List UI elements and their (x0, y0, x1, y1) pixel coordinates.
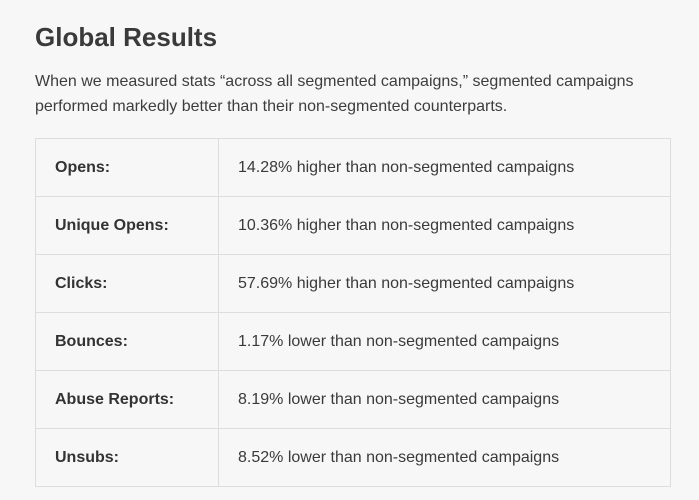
metric-result: 8.52% lower than non-segmented campaigns (218, 428, 671, 487)
metric-result: 1.17% lower than non-segmented campaigns (218, 312, 671, 371)
metric-result: 8.19% lower than non-segmented campaigns (218, 370, 671, 429)
section-title: Global Results (35, 22, 218, 52)
table-row: Unique Opens: 10.36% higher than non-seg… (35, 196, 671, 255)
metric-label: Clicks: (35, 254, 219, 313)
table-row: Clicks: 57.69% higher than non-segmented… (35, 254, 671, 313)
metric-result: 57.69% higher than non-segmented campaig… (218, 254, 671, 313)
metric-label: Unsubs: (35, 428, 219, 487)
results-table: Opens: 14.28% higher than non-segmented … (35, 138, 671, 487)
metric-label: Unique Opens: (35, 196, 219, 255)
table-row: Unsubs: 8.52% lower than non-segmented c… (35, 428, 671, 487)
metric-label: Bounces: (35, 312, 219, 371)
table-row: Bounces: 1.17% lower than non-segmented … (35, 312, 671, 371)
metric-result: 10.36% higher than non-segmented campaig… (218, 196, 671, 255)
metric-label: Opens: (35, 138, 219, 197)
table-row: Abuse Reports: 8.19% lower than non-segm… (35, 370, 671, 429)
metric-result: 14.28% higher than non-segmented campaig… (218, 138, 671, 197)
table-row: Opens: 14.28% higher than non-segmented … (35, 138, 671, 197)
intro-paragraph: When we measured stats “across all segme… (35, 73, 634, 115)
metric-label: Abuse Reports: (35, 370, 219, 429)
